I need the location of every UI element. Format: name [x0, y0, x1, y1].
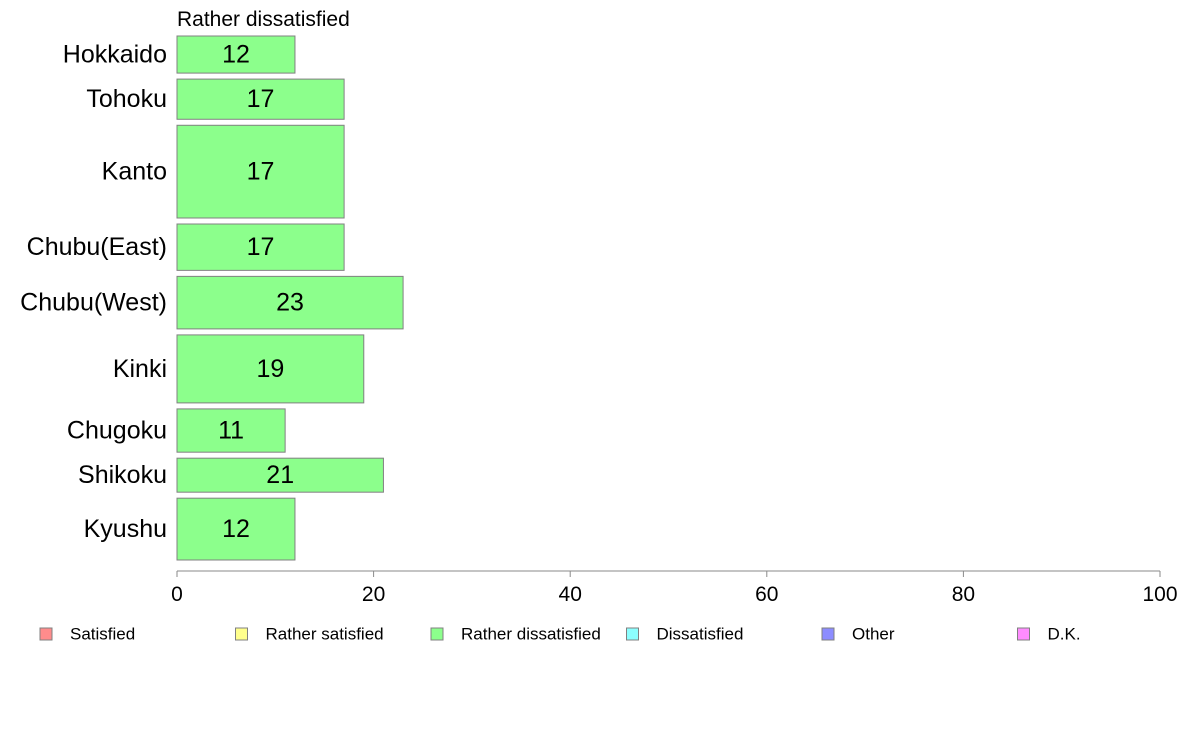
bar-chugoku	[176, 408, 286, 453]
x-tick-label: 0	[171, 583, 183, 606]
bars-group	[176, 35, 404, 561]
category-label: Tohoku	[86, 85, 167, 113]
legend-swatch	[821, 627, 835, 641]
legend-label: Satisfied	[70, 625, 135, 644]
x-tick-label: 80	[952, 583, 975, 606]
x-tick-label: 100	[1142, 583, 1177, 606]
bar-chubu-west	[176, 275, 404, 330]
value-label: 21	[266, 461, 294, 489]
value-label: 19	[256, 355, 284, 383]
value-label: 23	[276, 289, 304, 317]
category-label: Kinki	[113, 355, 167, 383]
category-label: Hokkaido	[63, 41, 167, 69]
x-tick-label: 60	[755, 583, 778, 606]
bar-kinki	[176, 334, 365, 404]
legend-swatch	[626, 627, 639, 641]
value-label: 12	[222, 515, 250, 543]
legend-label: Rather satisfied	[266, 625, 384, 644]
bar-kanto	[176, 124, 345, 219]
category-labels: Hokkaido Tohoku Kanto Chubu(East) Chubu(West…	[20, 41, 167, 544]
chart-title: Rather dissatisfied	[177, 8, 350, 31]
value-label: 11	[218, 417, 244, 445]
value-label: 17	[247, 233, 275, 261]
legend-label: D.K.	[1048, 625, 1081, 644]
legend-swatch	[430, 627, 444, 641]
category-label: Chubu(West)	[20, 289, 167, 317]
legend: Satisfied Rather satisfied Rather dissatis…	[39, 625, 1081, 644]
bar-tohoku	[176, 78, 345, 120]
legend-swatch	[235, 627, 248, 641]
legend-label: Dissatisfied	[657, 625, 744, 644]
bar-chubu-east	[176, 223, 345, 271]
legend-label: Other	[852, 625, 895, 644]
category-label: Chubu(East)	[27, 233, 167, 261]
legend-swatch	[39, 627, 53, 641]
category-label: Shikoku	[78, 461, 167, 489]
legend-swatch	[1017, 627, 1030, 641]
bar-hokkaido	[176, 35, 296, 74]
x-tick-label: 20	[362, 583, 385, 606]
category-label: Chugoku	[67, 417, 167, 445]
x-axis: 0 20 40 60 80 100	[171, 570, 1178, 606]
value-label: 17	[247, 85, 275, 113]
value-label: 17	[247, 158, 275, 186]
bar-kyushu	[176, 497, 296, 561]
category-label: Kanto	[102, 158, 167, 186]
bar-shikoku	[176, 457, 384, 493]
category-label: Kyushu	[84, 515, 167, 543]
legend-label: Rather dissatisfied	[461, 625, 601, 644]
value-label: 12	[222, 41, 250, 69]
x-tick-label: 40	[559, 583, 582, 606]
